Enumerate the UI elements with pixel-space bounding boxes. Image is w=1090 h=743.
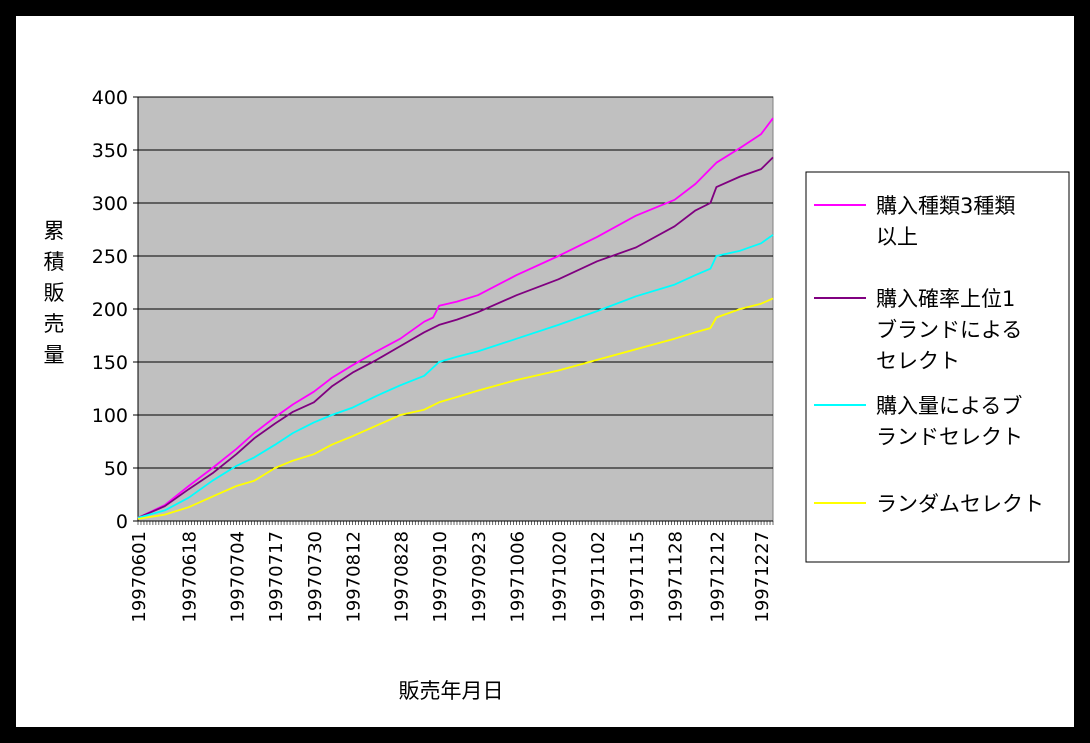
series-line-4 [137,297,774,520]
x-tick-label: 19970618 [180,531,201,623]
y-axis: 0 50 100 150 200 250 300 350 400 [92,87,139,533]
series-line-3 [137,234,774,519]
x-tick-label: 19971006 [508,531,529,623]
x-tick-label: 19970910 [430,531,451,623]
y-axis-title-char: 量 [44,343,65,367]
series-layer [137,117,774,520]
x-tick-label: 19970812 [344,531,365,623]
chart-frame: 0 50 100 150 200 250 300 350 400 19970601 1997061… [16,16,1074,727]
x-tick-label: 19970923 [469,531,490,623]
y-axis-title-char: 累 [44,219,65,243]
legend-label: 以上 [876,225,918,249]
y-tick-label: 250 [92,246,128,268]
x-tick-label: 19970704 [227,531,248,623]
y-axis-title-char: 積 [44,250,65,274]
series-line-1 [137,117,774,519]
legend-label: ブランドによる [876,318,1022,342]
x-tick-label: 19971020 [549,531,570,623]
x-axis: 19970601 19970618 19970704 19970717 19970730… [129,520,774,623]
x-tick-label: 19970717 [266,531,287,623]
x-tick-label: 19971212 [707,531,728,623]
x-tick-label: 19970730 [305,531,326,623]
y-tick-label: 350 [92,140,128,162]
y-axis-title-char: 販 [44,281,65,305]
x-tick-label: 19971128 [666,531,687,623]
legend-label: 購入確率上位1 [876,287,1015,311]
legend-label: ランドセレクト [876,425,1023,449]
plot-area [137,96,774,522]
y-tick-label: 200 [92,299,128,321]
x-tick-label: 19970601 [129,531,150,623]
x-tick-label: 19971115 [627,531,648,623]
y-tick-label: 150 [92,352,128,374]
legend-label: 購入量によるブ [876,394,1022,418]
legend-label: ランダムセレクト [876,492,1044,516]
y-tick-label: 0 [116,511,128,533]
series-line-2 [137,156,774,519]
y-tick-label: 400 [92,87,128,109]
y-axis-title-char: 売 [44,312,65,336]
x-tick-label: 19971227 [752,531,773,623]
legend-label: 購入種類3種類 [876,194,1015,218]
y-tick-label: 300 [92,193,128,215]
x-axis-title: 販売年月日 [399,679,504,703]
x-tick-label: 19970828 [391,531,412,623]
line-chart: 0 50 100 150 200 250 300 350 400 19970601 1997061… [44,87,1070,703]
y-tick-label: 50 [104,458,128,480]
y-tick-label: 100 [92,405,128,427]
x-tick-label: 19971102 [588,531,609,623]
legend-box [805,171,1070,563]
legend-label: セレクト [876,349,960,373]
